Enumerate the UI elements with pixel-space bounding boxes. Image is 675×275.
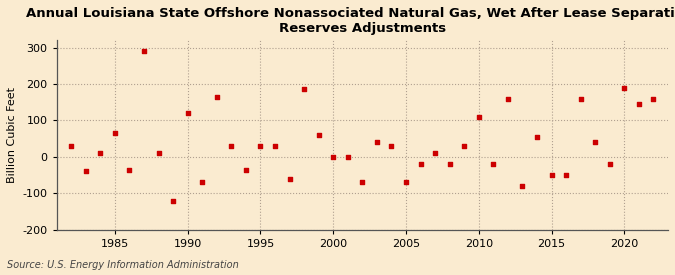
Point xyxy=(648,96,659,101)
Point xyxy=(546,173,557,177)
Point xyxy=(65,144,76,148)
Point xyxy=(197,180,208,185)
Point xyxy=(357,180,368,185)
Point xyxy=(415,162,426,166)
Point xyxy=(95,151,106,155)
Point xyxy=(604,162,615,166)
Point xyxy=(459,144,470,148)
Point xyxy=(430,151,441,155)
Point xyxy=(284,177,295,181)
Point xyxy=(226,144,237,148)
Point xyxy=(153,151,164,155)
Point xyxy=(109,131,120,135)
Point xyxy=(328,155,339,159)
Text: Source: U.S. Energy Information Administration: Source: U.S. Energy Information Administ… xyxy=(7,260,238,270)
Title: Annual Louisiana State Offshore Nonassociated Natural Gas, Wet After Lease Separ: Annual Louisiana State Offshore Nonassoc… xyxy=(26,7,675,35)
Point xyxy=(590,140,601,145)
Point xyxy=(342,155,353,159)
Point xyxy=(532,135,543,139)
Point xyxy=(575,96,586,101)
Point xyxy=(313,133,324,137)
Point xyxy=(401,180,412,185)
Point xyxy=(488,162,499,166)
Point xyxy=(182,111,193,115)
Point xyxy=(255,144,266,148)
Point xyxy=(473,115,484,119)
Point xyxy=(619,86,630,90)
Point xyxy=(124,167,135,172)
Point xyxy=(634,102,645,106)
Point xyxy=(269,144,280,148)
Point xyxy=(80,169,91,174)
Point xyxy=(561,173,572,177)
Point xyxy=(138,49,149,53)
Point xyxy=(502,96,513,101)
Point xyxy=(299,87,310,92)
Point xyxy=(240,167,251,172)
Point xyxy=(386,144,397,148)
Y-axis label: Billion Cubic Feet: Billion Cubic Feet xyxy=(7,87,17,183)
Point xyxy=(444,162,455,166)
Point xyxy=(167,199,178,203)
Point xyxy=(517,184,528,188)
Point xyxy=(211,95,222,99)
Point xyxy=(371,140,382,145)
